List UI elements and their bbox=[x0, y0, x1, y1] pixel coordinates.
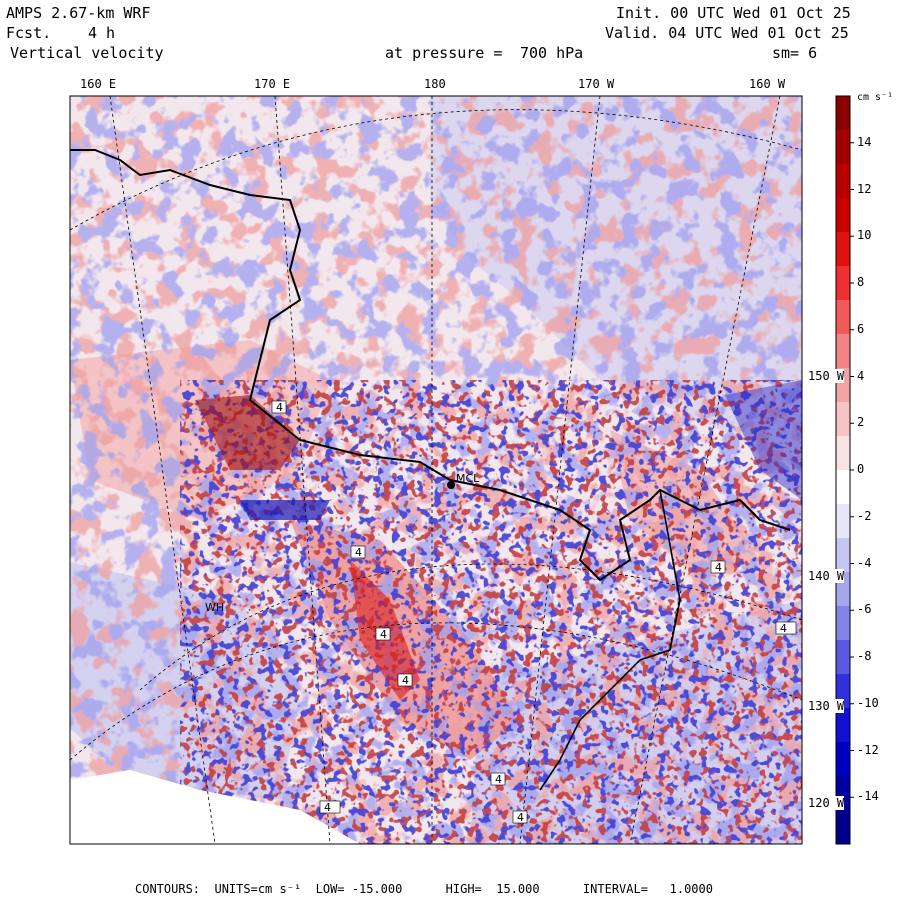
colorbar-swatch bbox=[836, 130, 850, 165]
contour-label: 4 bbox=[517, 811, 524, 824]
strong-downdraft-core bbox=[240, 500, 330, 520]
colorbar-tick-label: 14 bbox=[857, 134, 872, 149]
model-title: AMPS 2.67-km WRF bbox=[6, 4, 151, 22]
contour-label: 4 bbox=[402, 674, 409, 687]
lon-label-180: 180 bbox=[424, 77, 446, 91]
colorbar-swatch bbox=[836, 708, 850, 743]
ross-ice-shelf-edge bbox=[539, 489, 681, 791]
forecast-label: Fcst. bbox=[6, 24, 52, 42]
colorbar-swatch bbox=[836, 538, 850, 573]
contour-info: CONTOURS: UNITS=cm s⁻¹ LOW= -15.000 HIGH… bbox=[135, 882, 713, 896]
lon-label-170e: 170 E bbox=[254, 77, 291, 91]
colorbar-swatch bbox=[836, 640, 850, 675]
contour-label: 4 bbox=[715, 561, 722, 574]
valid-time: Valid. 04 UTC Wed 01 Oct 25 bbox=[605, 24, 849, 42]
contour-label: 4 bbox=[780, 622, 787, 635]
colorbar-tick-label: -2 bbox=[857, 508, 872, 523]
colorbar-frame bbox=[835, 95, 851, 845]
station-wht-label: WH bbox=[205, 601, 224, 614]
contour-label: 4 bbox=[355, 546, 362, 559]
colorbar-units: cm s⁻¹ bbox=[857, 92, 894, 103]
colorbar-swatch bbox=[836, 96, 850, 131]
colorbar-tick-label: 12 bbox=[857, 181, 872, 196]
colorbar-swatch bbox=[836, 470, 850, 505]
colorbar-swatch bbox=[836, 436, 850, 471]
mountain-wave-texture bbox=[180, 380, 802, 844]
init-time: Init. 00 UTC Wed 01 Oct 25 bbox=[616, 4, 851, 22]
colorbar-tick-label: -4 bbox=[857, 555, 872, 570]
colorbar-swatch bbox=[836, 402, 850, 437]
colorbar-tick-label: -14 bbox=[857, 789, 879, 804]
colorbar-swatch bbox=[836, 606, 850, 641]
colorbar-tick-label: 6 bbox=[857, 321, 865, 336]
contour-label: 4 bbox=[276, 401, 283, 414]
colorbar-swatch bbox=[836, 266, 850, 301]
colorbar-swatch bbox=[836, 334, 850, 369]
colorbar bbox=[836, 96, 854, 845]
level-value: 700 hPa bbox=[520, 44, 584, 62]
colorbar-swatch bbox=[836, 742, 850, 777]
field-title: Vertical velocity bbox=[10, 44, 164, 62]
colorbar-swatch bbox=[836, 504, 850, 539]
colorbar-tick-label: 10 bbox=[857, 228, 872, 243]
lon-label-160w: 160 W bbox=[749, 77, 786, 91]
map-frame bbox=[69, 95, 803, 845]
colorbar-tick-label: -10 bbox=[857, 695, 879, 710]
station-mcl-marker[interactable] bbox=[447, 481, 455, 489]
colorbar-swatch bbox=[836, 810, 850, 845]
colorbar-tick-label: 4 bbox=[857, 368, 865, 383]
lat-label-130w: 130 W bbox=[808, 699, 845, 713]
colorbar-tick-label: -8 bbox=[857, 649, 872, 663]
colorbar-swatch bbox=[836, 198, 850, 233]
strong-updraft-core bbox=[195, 395, 300, 470]
lon-label-160e: 160 E bbox=[80, 77, 117, 91]
station-mcl-label: MCL bbox=[456, 472, 480, 485]
lat-label-140w: 140 W bbox=[808, 569, 845, 583]
contour-label: 4 bbox=[495, 773, 502, 786]
colorbar-swatch bbox=[836, 164, 850, 199]
contour-label: 4 bbox=[324, 801, 331, 814]
lat-label-150w: 150 W bbox=[808, 369, 845, 383]
colorbar-tick-label: -12 bbox=[857, 742, 879, 757]
smoothing: sm= 6 bbox=[772, 44, 818, 62]
colorbar-tick-label: 8 bbox=[857, 275, 865, 289]
contour-labels: 4 4 4 4 4 4 4 4 4 bbox=[271, 400, 797, 824]
colorbar-tick-label: 2 bbox=[857, 415, 865, 430]
downdraft-core-east bbox=[725, 380, 802, 500]
colorbar-swatch bbox=[836, 300, 850, 335]
colorbar-tick-label: 0 bbox=[857, 462, 865, 476]
terrain-mask bbox=[70, 770, 360, 844]
contour-label: 4 bbox=[380, 628, 387, 641]
level-label: at pressure = bbox=[385, 44, 503, 62]
colorbar-swatch bbox=[836, 232, 850, 267]
colorbar-tick-label: -6 bbox=[857, 602, 872, 617]
coastline bbox=[70, 149, 791, 582]
forecast-value: 4 h bbox=[88, 24, 116, 42]
lat-label-120w: 120 W bbox=[808, 796, 845, 810]
lon-label-170w: 170 W bbox=[578, 77, 615, 91]
